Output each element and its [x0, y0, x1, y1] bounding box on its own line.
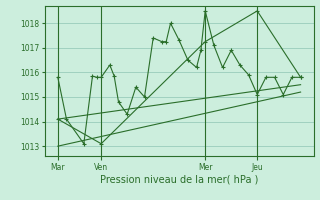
X-axis label: Pression niveau de la mer( hPa ): Pression niveau de la mer( hPa ) [100, 175, 258, 185]
